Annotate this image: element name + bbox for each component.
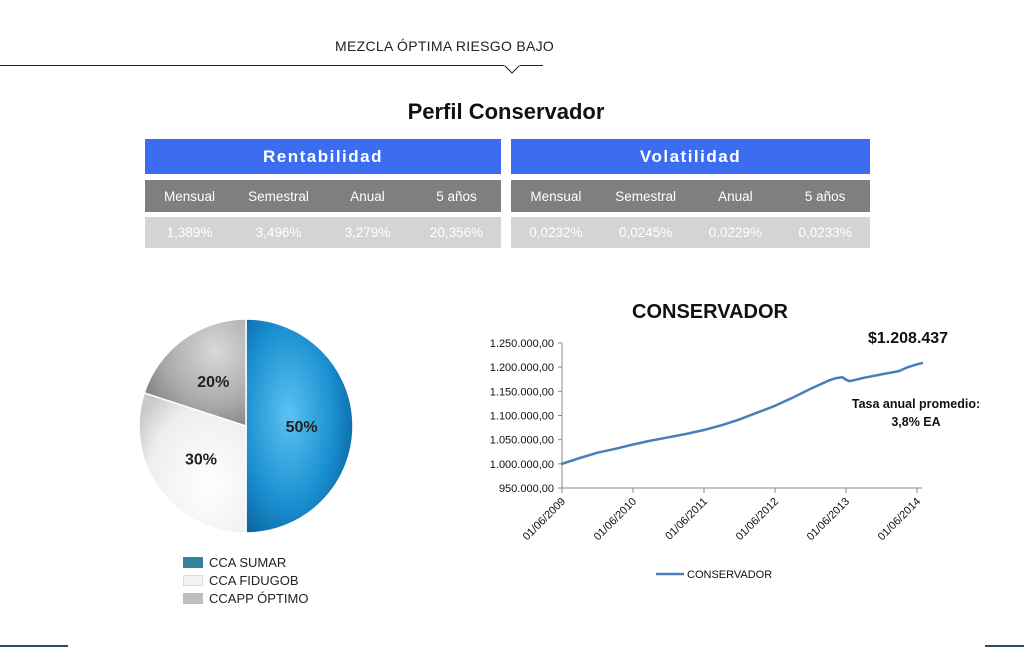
column-header: Mensual [530,188,582,204]
x-tick-label: 01/06/2014 [876,496,923,543]
pie-slice [143,318,247,428]
legend-item: CCA SUMAR [183,553,308,571]
table-cell: 3,496% [255,225,302,240]
column-header: Semestral [248,188,309,204]
line-chart: CONSERVADOR 950.000,00 1.000.000,00 1.050.… [490,301,924,581]
y-tick-label: 950.000,00 [499,483,554,495]
pie-chart: 50% 30% 20% [138,318,354,534]
x-tick-label: 01/06/2013 [805,496,852,543]
rentabilidad-title: Rentabilidad [145,139,501,174]
rentabilidad-value-row: 1,389% 3,496% 3,279% 20,356% [145,217,501,248]
legend-swatch [183,574,203,586]
column-header: Anual [718,188,753,204]
rate-value: 3,8% EA [891,415,941,429]
legend-label: CCA SUMAR [209,554,287,570]
column-header: Semestral [615,188,677,204]
footer-mark-left [0,645,68,647]
rentabilidad-header-row: Mensual Semestral Anual 5 años [145,180,501,212]
table-cell: 0,0233% [798,225,852,240]
rate-callout: Tasa anual promedio: 3,8% EA [838,395,994,431]
legend-item: CCAPP ÓPTIMO [183,589,308,607]
volatilidad-value-row: 0,0232% 0,0245% 0,0229% 0,0233% [511,217,870,248]
series-line-conservador [560,361,924,466]
legend-swatch [183,556,203,568]
y-tick-label: 1.200.000,00 [490,362,554,374]
volatilidad-header-row: Mensual Semestral Anual 5 años [511,180,870,212]
page-title: Perfil Conservador [407,99,605,124]
table-cell: 0,0245% [618,225,673,240]
final-value-callout: $1.208.437 [868,330,949,347]
y-tick-label: 1.150.000,00 [490,386,554,398]
y-tick-label: 1.000.000,00 [490,459,554,471]
legend-label: CCAPP ÓPTIMO [209,590,309,606]
section-title: MEZCLA ÓPTIMA RIESGO BAJO [335,38,555,54]
x-tick-label: 01/06/2009 [521,496,568,543]
pie-slice-label: 50% [286,419,318,436]
rentabilidad-table: Rentabilidad Mensual Semestral Anual 5 a… [145,139,501,248]
header-notch-icon [503,64,521,74]
table-cell: 20,356% [429,225,484,240]
volatilidad-table: Volatilidad Mensual Semestral Anual 5 añ… [511,139,870,248]
table-cell: 1,389% [166,225,213,240]
pie-slice-label: 20% [197,374,229,391]
x-tick-label: 01/06/2011 [663,496,710,543]
column-header: Anual [350,188,385,204]
x-tick-label: 01/06/2012 [734,496,781,543]
table-cell: 0,0232% [529,225,583,240]
y-tick-label: 1.250.000,00 [490,338,554,350]
column-header: Mensual [163,188,216,204]
table-cell: 0,0229% [708,225,763,240]
legend-label: CONSERVADOR [687,569,772,581]
chart-title: CONSERVADOR [632,301,789,323]
pie-slice [138,391,247,534]
x-tick-label: 01/06/2010 [592,496,639,543]
legend-item: CCA FIDUGOB [183,571,308,589]
legend-swatch [183,592,203,604]
pie-legend: CCA SUMAR CCA FIDUGOB CCAPP ÓPTIMO [183,553,308,607]
y-tick-label: 1.050.000,00 [490,435,554,447]
header-divider [0,65,543,66]
volatilidad-title: Volatilidad [511,139,870,174]
y-tick-label: 1.100.000,00 [490,411,554,423]
pie-slice-label: 30% [185,452,217,469]
column-header: 5 años [436,188,477,204]
legend-label: CCA FIDUGOB [209,572,299,588]
rate-label: Tasa anual promedio: [851,397,981,411]
footer-mark-right [985,645,1024,647]
column-header: 5 años [804,188,846,204]
table-cell: 3,279% [344,225,391,240]
pie-slice [245,318,354,534]
